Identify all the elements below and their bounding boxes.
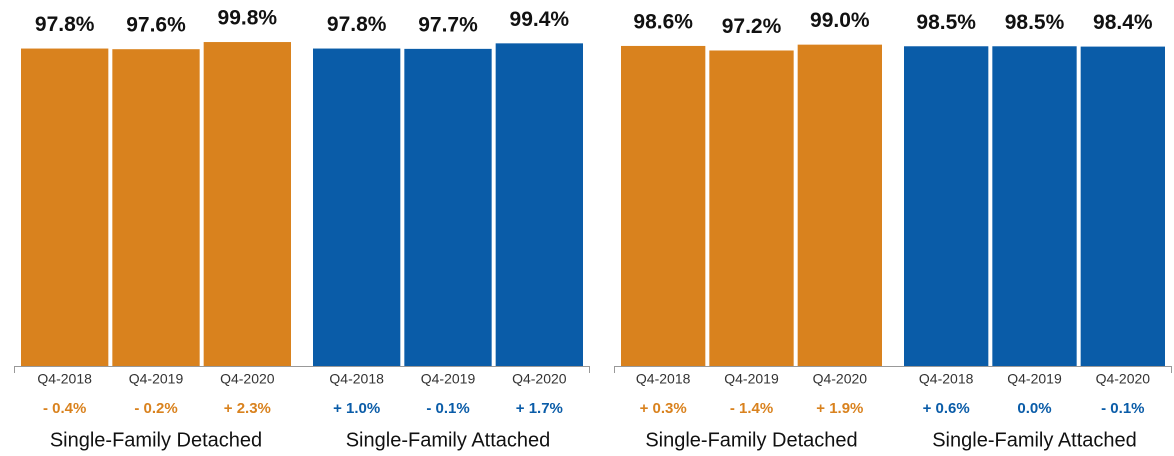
change-label: 0.0% — [1017, 400, 1051, 417]
change-label: + 2.3% — [224, 400, 271, 417]
bar — [203, 42, 291, 367]
category-label: Q4-2019 — [1007, 371, 1062, 387]
value-label: 99.0% — [810, 9, 870, 32]
category-label: Q4-2018 — [636, 371, 691, 387]
value-label: 98.5% — [916, 11, 976, 34]
category-label: Q4-2018 — [37, 371, 92, 387]
group-label: Single-Family Detached — [50, 429, 262, 451]
group-label: Single-Family Attached — [932, 429, 1137, 451]
bar — [904, 46, 989, 366]
bar — [992, 46, 1077, 366]
category-label: Q4-2020 — [1096, 371, 1151, 387]
change-label: + 1.0% — [333, 400, 380, 417]
change-label: + 0.6% — [923, 400, 970, 417]
change-label: + 1.9% — [816, 400, 863, 417]
bar — [1080, 46, 1165, 367]
bar — [797, 44, 882, 367]
value-label: 97.7% — [418, 13, 478, 36]
bar — [709, 50, 794, 366]
group-label: Single-Family Detached — [645, 429, 857, 451]
category-label: Q4-2018 — [919, 371, 974, 387]
bar — [495, 43, 583, 367]
bar — [621, 45, 706, 367]
change-label: - 0.4% — [43, 400, 86, 417]
value-label: 97.8% — [35, 13, 95, 36]
value-label: 99.8% — [218, 7, 278, 30]
value-label: 98.6% — [633, 10, 693, 33]
change-label: + 1.7% — [516, 400, 563, 417]
value-label: 97.2% — [722, 15, 782, 38]
bar — [112, 49, 200, 366]
category-label: Q4-2020 — [220, 371, 275, 387]
value-label: 97.8% — [327, 13, 387, 36]
value-label: 98.4% — [1093, 11, 1153, 34]
bar — [313, 48, 401, 366]
bar — [404, 48, 492, 367]
bar — [21, 48, 109, 366]
value-label: 97.6% — [126, 14, 186, 37]
category-label: Q4-2019 — [421, 371, 476, 387]
value-label: 98.5% — [1005, 11, 1065, 34]
category-label: Q4-2020 — [512, 371, 567, 387]
category-label: Q4-2018 — [329, 371, 384, 387]
group-label: Single-Family Attached — [346, 429, 551, 451]
change-label: - 0.1% — [426, 400, 469, 417]
category-label: Q4-2019 — [724, 371, 779, 387]
value-label: 99.4% — [510, 8, 570, 31]
category-label: Q4-2020 — [813, 371, 868, 387]
change-label: - 1.4% — [730, 400, 773, 417]
change-label: + 0.3% — [640, 400, 687, 417]
change-label: - 0.2% — [134, 400, 177, 417]
change-label: - 0.1% — [1101, 400, 1144, 417]
category-label: Q4-2019 — [129, 371, 184, 387]
